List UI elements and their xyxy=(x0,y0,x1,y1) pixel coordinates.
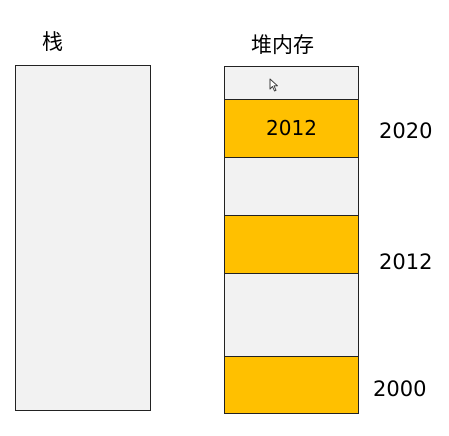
address-label-2012: 2012 xyxy=(379,250,433,274)
stack-title: 栈 xyxy=(42,30,63,54)
heap-cell-empty-1 xyxy=(224,66,359,100)
heap-cell-filled-2 xyxy=(224,215,359,274)
heap-cell-filled-3 xyxy=(224,356,359,414)
address-label-2020: 2020 xyxy=(379,119,433,143)
heap-cell-empty-3 xyxy=(224,273,359,357)
address-label-2000: 2000 xyxy=(373,377,427,401)
heap-cell-filled-1: 2012 xyxy=(224,99,359,158)
heap-cell-empty-2 xyxy=(224,157,359,216)
heap-cell-value: 2012 xyxy=(266,116,317,140)
heap-title: 堆内存 xyxy=(251,33,314,57)
stack-box xyxy=(15,65,151,411)
heap-memory: 2012 xyxy=(224,66,359,414)
mouse-pointer-icon xyxy=(269,78,278,92)
